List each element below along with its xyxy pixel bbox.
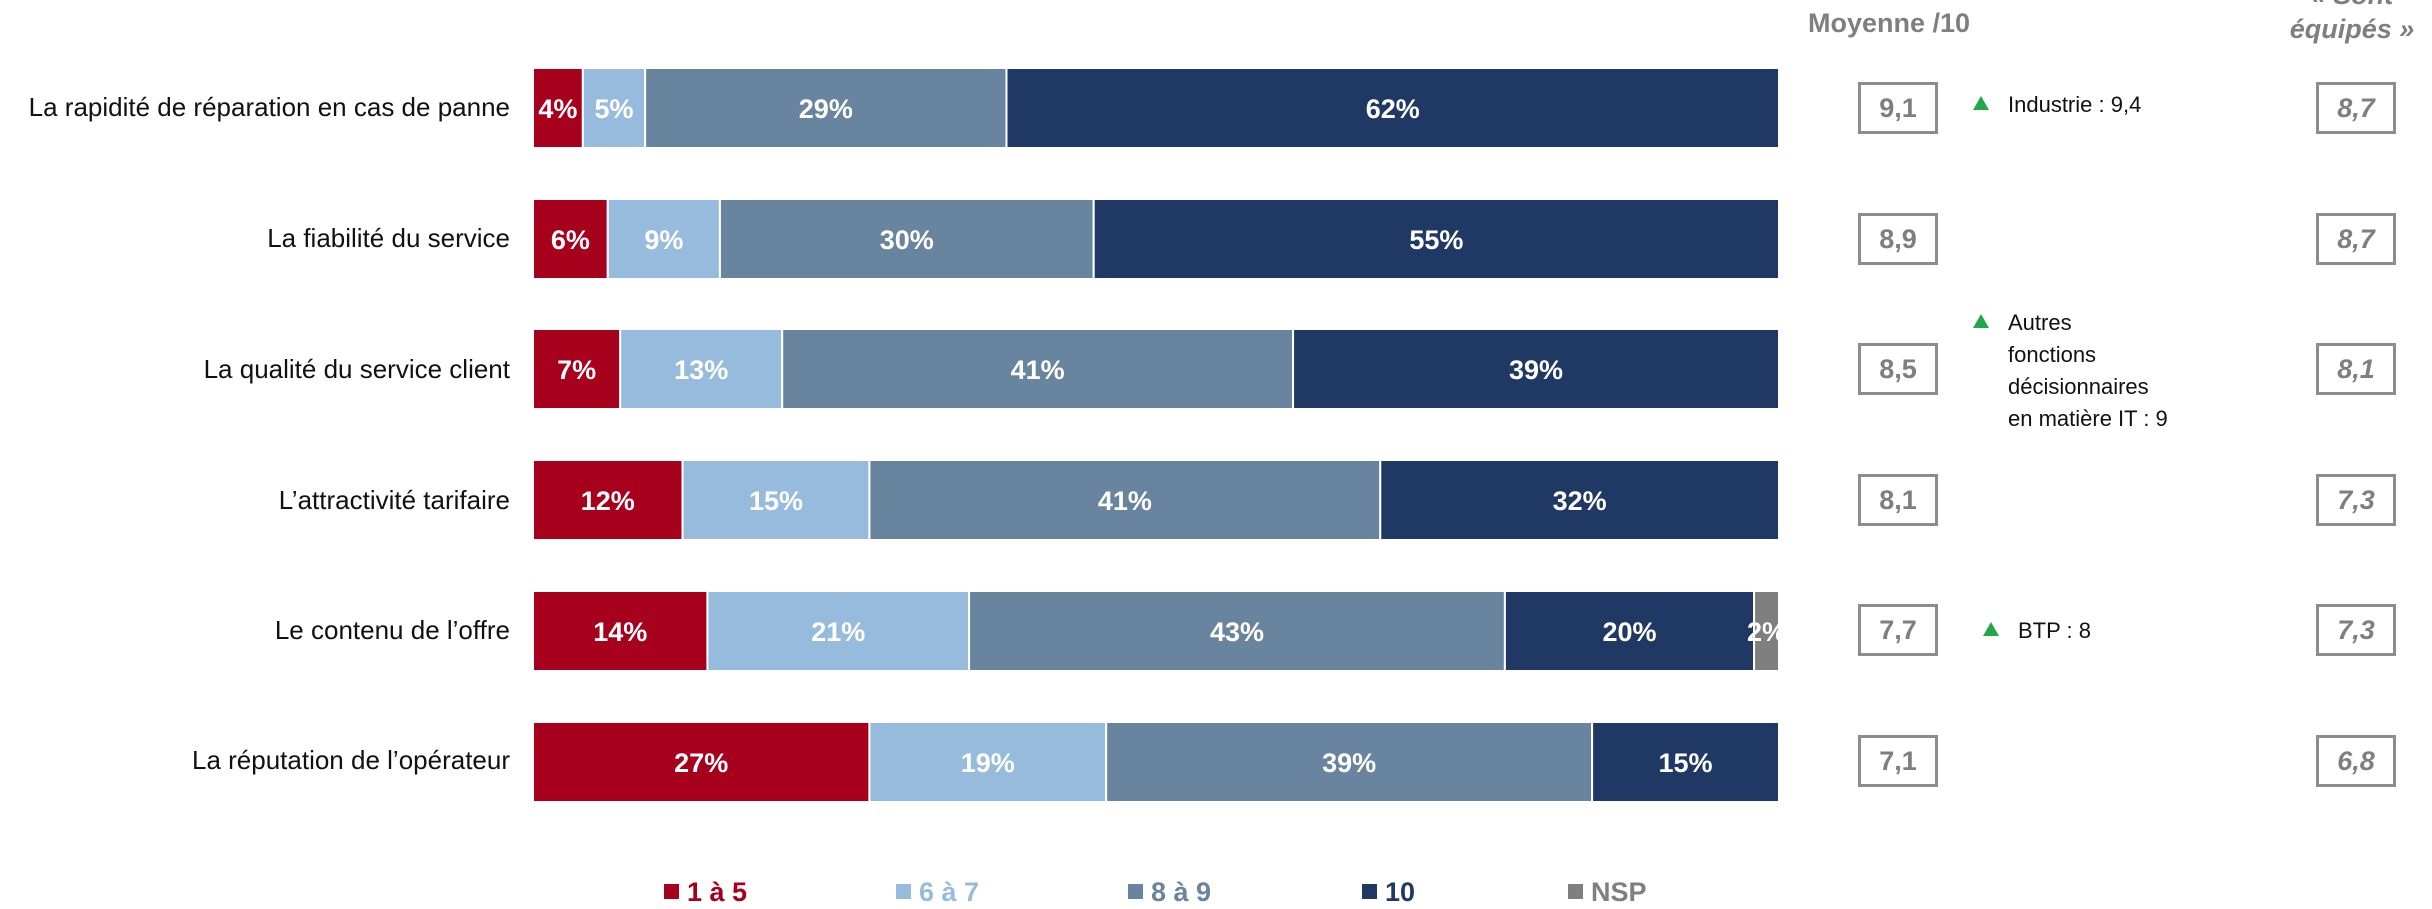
bar-segment-1-a-5: [532, 328, 622, 410]
equipes-value: 8,7: [2316, 82, 2396, 134]
note-line: Autres: [2008, 310, 2072, 335]
moyenne-header: Moyenne /10: [1808, 8, 1971, 38]
note-line: BTP : 8: [2018, 618, 2091, 643]
bar-data-label: 2%: [1747, 617, 1786, 647]
bar-segment-6-a-7: [606, 198, 721, 280]
bar-segment-10: [1005, 67, 1780, 149]
bar-data-label: 62%: [1366, 94, 1420, 124]
bar-segment-8-a-9: [968, 590, 1506, 672]
legend-swatch: [1362, 884, 1377, 899]
equipes-value: 7,3: [2316, 604, 2396, 656]
bar-segment-1-a-5: [532, 67, 584, 149]
equipes-value: 6,8: [2316, 735, 2396, 787]
bar-data-label: 12%: [581, 486, 635, 516]
note-line: Industrie : 9,4: [2008, 92, 2142, 117]
bar-segment-6-a-7: [681, 459, 871, 541]
note-industrie: Industrie : 9,4: [1972, 89, 2141, 121]
triangle-up-icon: [1983, 622, 1999, 636]
bar-segment-6-a-7: [706, 590, 971, 672]
bar-data-label: 4%: [538, 94, 577, 124]
bar-segment-1-a-5: [532, 459, 684, 541]
bar-data-label: 19%: [961, 748, 1015, 778]
note-btp: BTP : 8: [1982, 615, 2091, 647]
legend-item: 8 à 9: [1128, 877, 1211, 908]
bar-data-label: 15%: [749, 486, 803, 516]
moyenne-value: 8,1: [1858, 474, 1938, 526]
bar-segment-1-a-5: [532, 721, 871, 803]
moyenne-value: 7,7: [1858, 604, 1938, 656]
bar-data-label: 15%: [1659, 748, 1713, 778]
bar-data-label: 41%: [1011, 355, 1065, 385]
note-line: décisionnaires: [2008, 374, 2149, 399]
equipes-value: 7,3: [2316, 474, 2396, 526]
bar-data-label: 27%: [674, 748, 728, 778]
bar-data-label: 6%: [551, 225, 590, 255]
bar-segment-1-a-5: [532, 590, 709, 672]
bar-segment-8-a-9: [868, 459, 1382, 541]
bar-segment-1-a-5: [532, 198, 609, 280]
bar-data-label: 39%: [1509, 355, 1563, 385]
bar-data-label: 32%: [1553, 486, 1607, 516]
bar-data-label: 39%: [1322, 748, 1376, 778]
moyenne-value: 9,1: [1858, 82, 1938, 134]
bar-segment-6-a-7: [581, 67, 647, 149]
note-line: fonctions: [2008, 342, 2097, 367]
legend-swatch: [664, 884, 679, 899]
row-label: La fiabilité du service: [267, 223, 510, 253]
note-line: en matière IT : 9: [2008, 406, 2168, 431]
legend-swatch: [1128, 884, 1143, 899]
row-label: L’attractivité tarifaire: [278, 485, 510, 515]
row-label: Le contenu de l’offre: [274, 615, 510, 645]
legend-label: 6 à 7: [919, 877, 980, 907]
bar-data-label: 13%: [674, 355, 728, 385]
equipes-value: 8,7: [2316, 213, 2396, 265]
bar-data-label: 43%: [1210, 617, 1264, 647]
legend-label: NSP: [1591, 877, 1647, 907]
legend-label: 1 à 5: [687, 877, 748, 907]
equipes-header: « Sont équipés »: [2262, 0, 2432, 46]
bar-data-label: 5%: [594, 94, 633, 124]
bar-segment-10: [1503, 590, 1756, 672]
bar-data-label: 9%: [644, 225, 683, 255]
row-label: La rapidité de réparation en cas de pann…: [28, 92, 510, 122]
bar-data-label: 20%: [1602, 617, 1656, 647]
bar-data-label: 30%: [880, 225, 934, 255]
equipes-value: 8,1: [2316, 343, 2396, 395]
row-label: La qualité du service client: [203, 354, 510, 384]
triangle-up-icon: [1973, 314, 1989, 328]
bar-data-label: 41%: [1098, 486, 1152, 516]
bar-segment-10: [1379, 459, 1781, 541]
bar-data-label: 29%: [799, 94, 853, 124]
legend-label: 10: [1385, 877, 1416, 907]
legend-item: 6 à 7: [896, 877, 979, 908]
moyenne-value: 7,1: [1858, 735, 1938, 787]
moyenne-value: 8,5: [1858, 343, 1938, 395]
equipes-header-line2: équipés »: [2289, 14, 2415, 44]
bar-segment-10: [1092, 198, 1780, 280]
bar-data-label: 21%: [811, 617, 865, 647]
bar-segment-10: [1591, 721, 1780, 803]
bar-segment-8-a-9: [1105, 721, 1594, 803]
legend-swatch: [896, 884, 911, 899]
triangle-up-icon: [1973, 96, 1989, 110]
bar-data-label: 7%: [557, 355, 596, 385]
row-label: La réputation de l’opérateur: [191, 745, 510, 775]
bar-segment-6-a-7: [619, 328, 784, 410]
note-autres-fonctions: Autres fonctions décisionnaires en matiè…: [1972, 307, 2168, 435]
legend-item: 1 à 5: [664, 877, 747, 908]
legend-item: 10: [1362, 877, 1415, 908]
legend-label: 8 à 9: [1151, 877, 1212, 907]
legend-item: NSP: [1568, 877, 1647, 908]
bar-segment-6-a-7: [868, 721, 1108, 803]
bar-segment-nsp: [1753, 590, 1780, 672]
moyenne-value: 8,9: [1858, 213, 1938, 265]
legend-swatch: [1568, 884, 1583, 899]
bar-data-label: 14%: [593, 617, 647, 647]
bar-segment-10: [1292, 328, 1781, 410]
equipes-header-line1: « Sont: [2262, 0, 2432, 12]
bar-data-label: 55%: [1409, 225, 1463, 255]
